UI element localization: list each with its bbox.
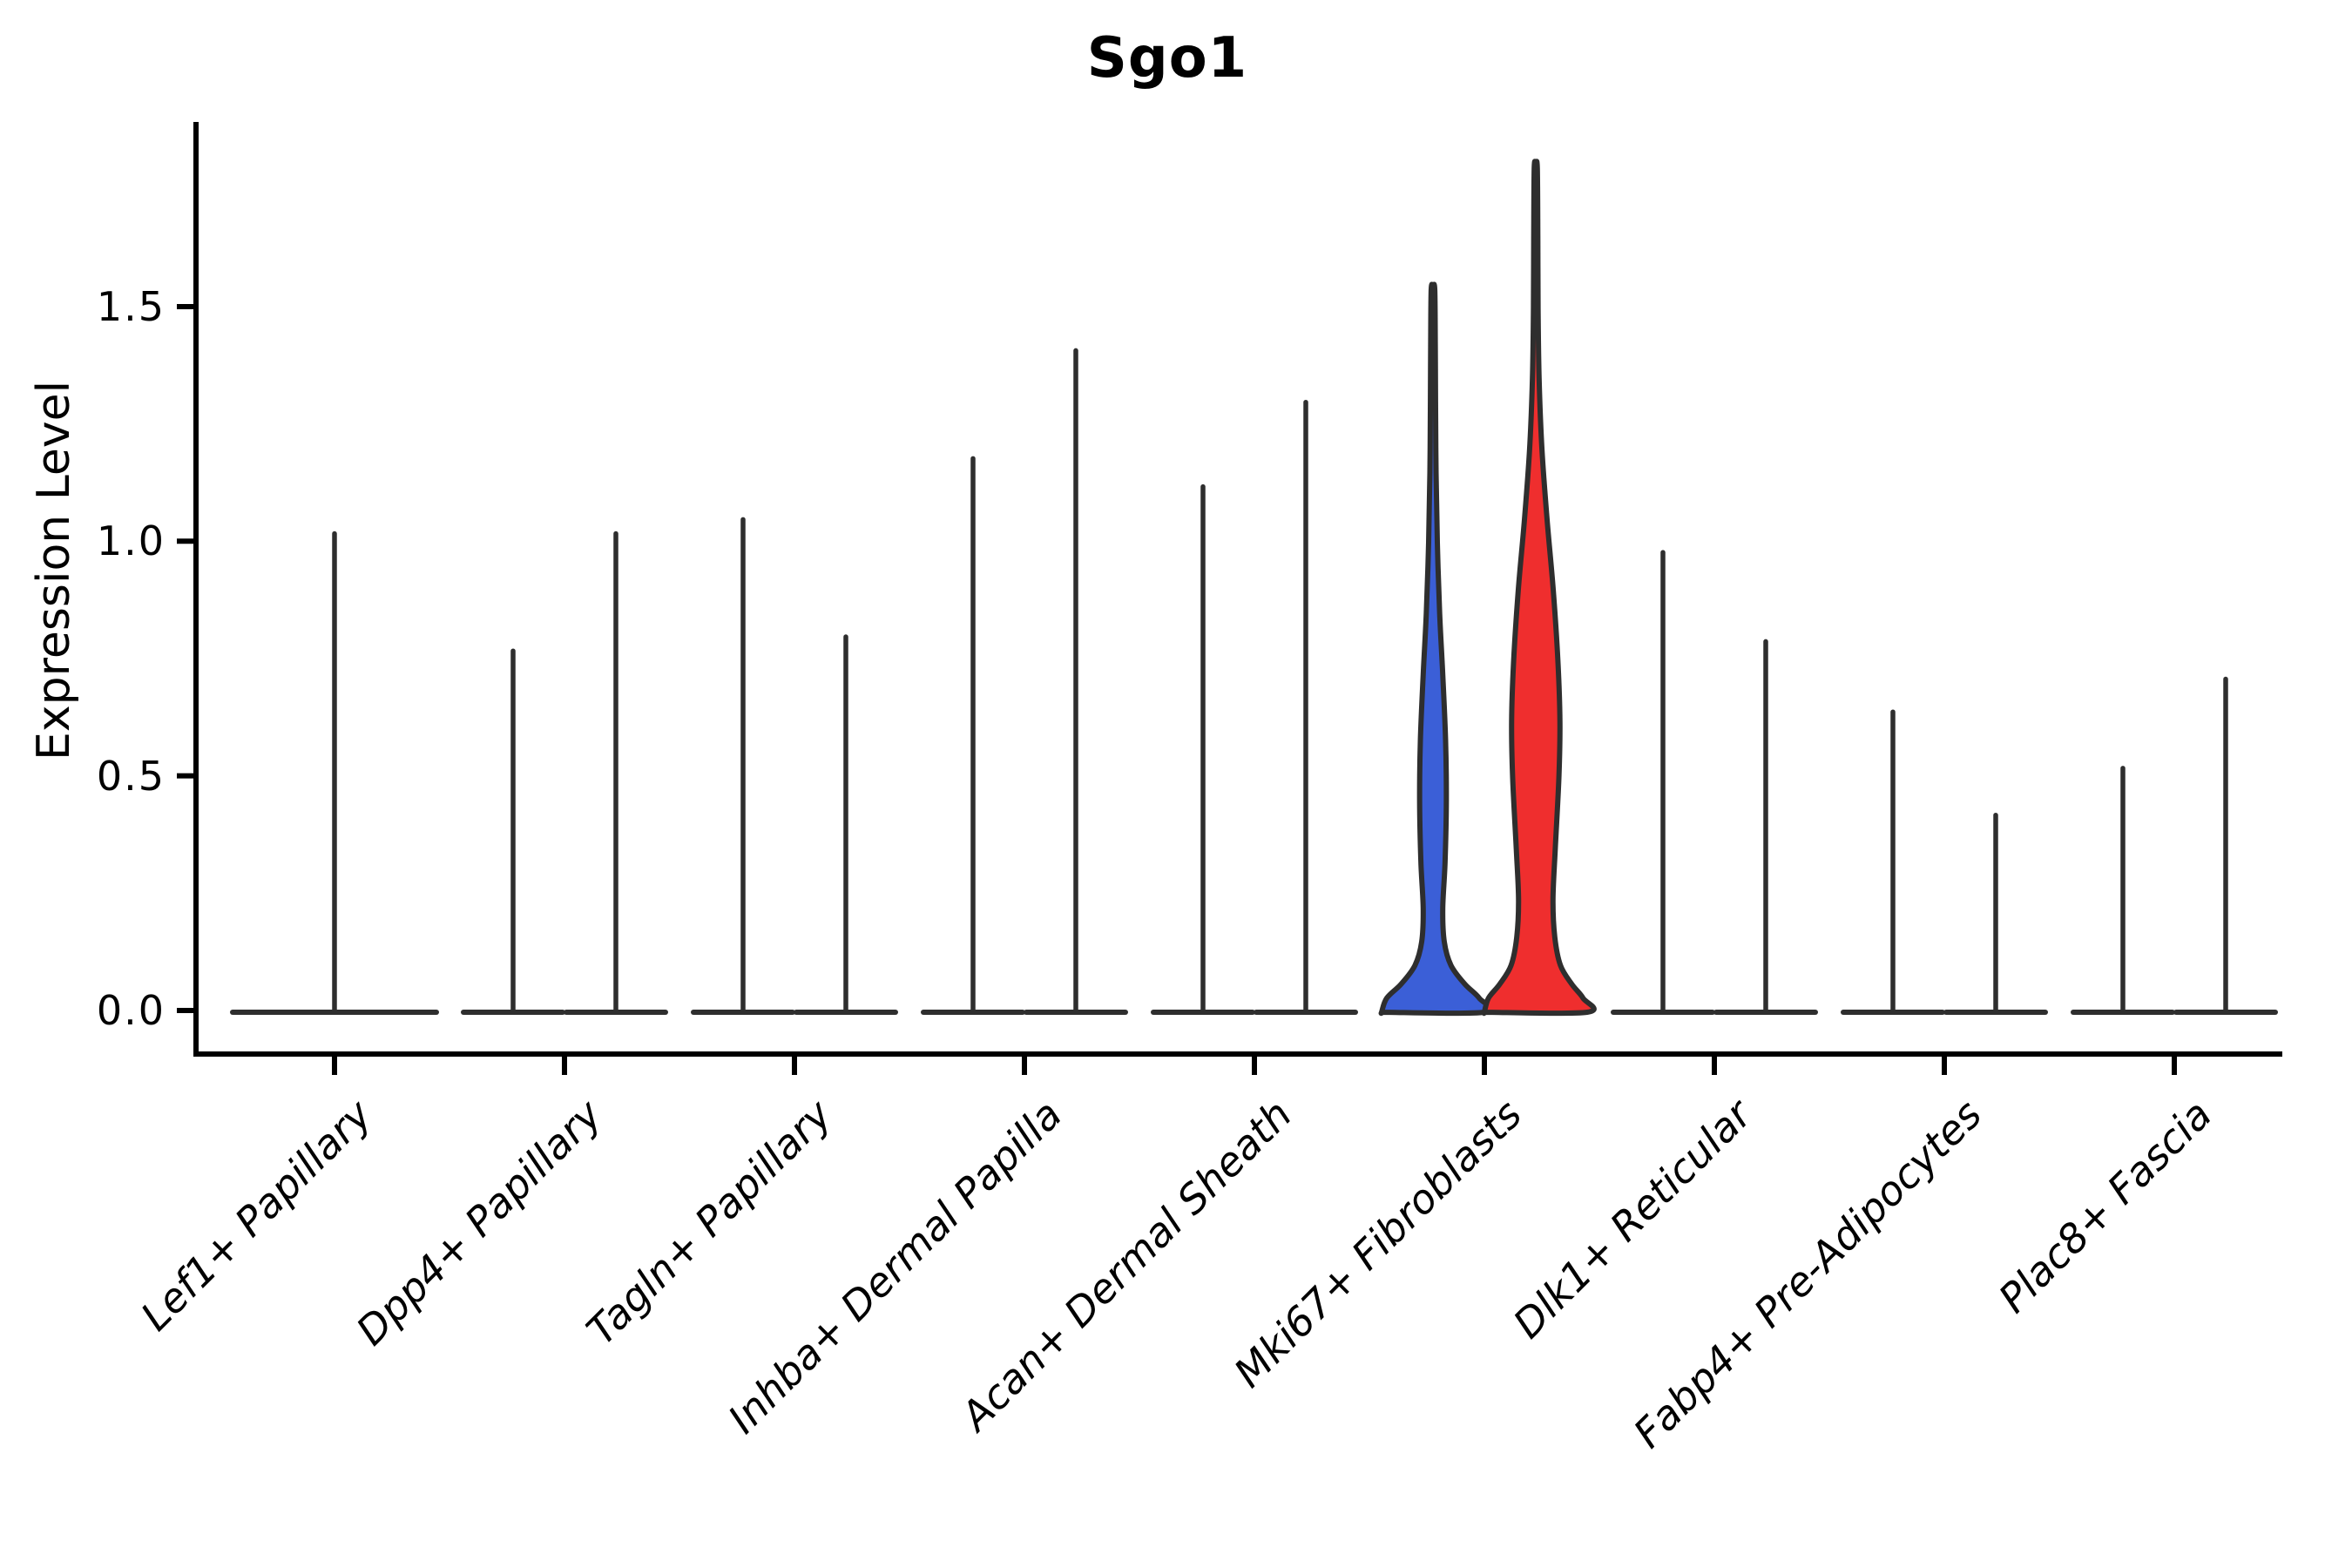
- plot-title: Sgo1: [1086, 26, 1248, 91]
- violin-mki67-fibroblasts-right: [1481, 159, 1597, 1017]
- y-tick-label-1.0: 1.0: [96, 517, 166, 564]
- y-tick-label-1.5: 1.5: [96, 283, 166, 330]
- violin-mki67-fibroblasts-left: [1378, 281, 1494, 1017]
- y-tick-label-0.5: 0.5: [96, 753, 166, 800]
- y-tick-label-0.0: 0.0: [96, 987, 166, 1034]
